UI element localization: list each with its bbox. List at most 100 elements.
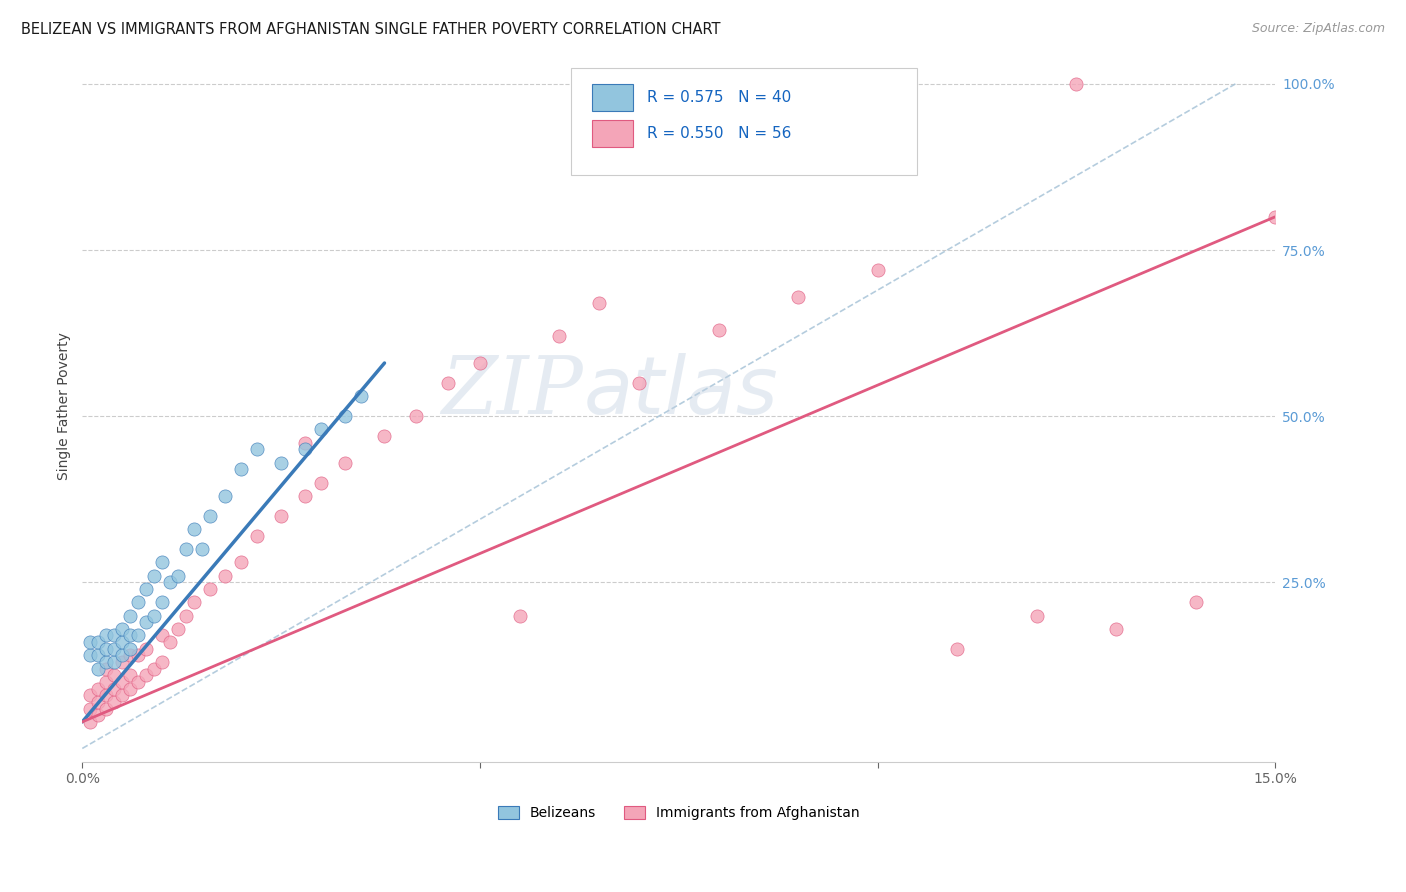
Point — [118, 648, 141, 663]
Point — [174, 608, 197, 623]
Point — [270, 508, 292, 523]
Point — [294, 489, 316, 503]
Point — [142, 662, 165, 676]
Point — [166, 622, 188, 636]
Point — [103, 628, 125, 642]
Point — [135, 668, 157, 682]
Point — [1025, 608, 1047, 623]
Point — [103, 668, 125, 682]
Point — [174, 542, 197, 557]
Point — [87, 635, 110, 649]
Point — [190, 542, 212, 557]
Point — [118, 628, 141, 642]
Point — [111, 675, 134, 690]
Text: atlas: atlas — [583, 353, 778, 431]
Point — [159, 575, 181, 590]
FancyBboxPatch shape — [571, 69, 917, 175]
Text: R = 0.550   N = 56: R = 0.550 N = 56 — [647, 126, 792, 141]
Point — [437, 376, 460, 390]
Point — [468, 356, 491, 370]
Point — [111, 622, 134, 636]
Point — [1105, 622, 1128, 636]
Point — [183, 595, 205, 609]
Point — [294, 435, 316, 450]
Legend: Belizeans, Immigrants from Afghanistan: Belizeans, Immigrants from Afghanistan — [492, 801, 865, 826]
Point — [246, 442, 269, 457]
Point — [111, 635, 134, 649]
Point — [118, 608, 141, 623]
Point — [94, 701, 117, 715]
Point — [246, 529, 269, 543]
Point — [270, 456, 292, 470]
Text: ZIP: ZIP — [441, 353, 583, 431]
Point — [309, 475, 332, 490]
Point — [627, 376, 650, 390]
Point — [103, 641, 125, 656]
Point — [79, 635, 101, 649]
Point — [333, 409, 356, 424]
Point — [548, 329, 571, 343]
Point — [87, 681, 110, 696]
Point — [79, 701, 101, 715]
Point — [150, 555, 173, 569]
Point — [118, 681, 141, 696]
Bar — [592, 120, 634, 146]
Point — [231, 462, 253, 476]
Text: Source: ZipAtlas.com: Source: ZipAtlas.com — [1251, 22, 1385, 36]
Point — [103, 681, 125, 696]
Point — [94, 662, 117, 676]
Point — [150, 628, 173, 642]
Point — [349, 389, 371, 403]
Point — [135, 582, 157, 596]
Point — [509, 608, 531, 623]
Point — [135, 615, 157, 630]
Point — [127, 595, 149, 609]
Point — [150, 655, 173, 669]
Point — [405, 409, 427, 424]
Point — [94, 628, 117, 642]
Point — [118, 668, 141, 682]
Point — [166, 568, 188, 582]
Point — [231, 555, 253, 569]
Point — [214, 489, 236, 503]
Point — [94, 655, 117, 669]
Point — [118, 641, 141, 656]
Point — [1264, 210, 1286, 224]
Point — [111, 688, 134, 702]
Point — [94, 675, 117, 690]
Point — [373, 429, 395, 443]
Point — [1184, 595, 1206, 609]
Point — [87, 648, 110, 663]
Point — [94, 688, 117, 702]
Point — [79, 714, 101, 729]
Point — [135, 641, 157, 656]
Point — [111, 655, 134, 669]
Point — [1066, 77, 1088, 91]
Point — [150, 595, 173, 609]
Point — [183, 522, 205, 536]
Point — [866, 263, 889, 277]
Point — [198, 582, 221, 596]
Point — [787, 289, 810, 303]
Point — [111, 648, 134, 663]
Point — [87, 695, 110, 709]
Point — [294, 442, 316, 457]
Text: R = 0.575   N = 40: R = 0.575 N = 40 — [647, 90, 790, 105]
Point — [588, 296, 610, 310]
Point — [127, 648, 149, 663]
Text: BELIZEAN VS IMMIGRANTS FROM AFGHANISTAN SINGLE FATHER POVERTY CORRELATION CHART: BELIZEAN VS IMMIGRANTS FROM AFGHANISTAN … — [21, 22, 721, 37]
Point — [214, 568, 236, 582]
Point — [94, 641, 117, 656]
Point — [707, 323, 730, 337]
Point — [198, 508, 221, 523]
Point — [87, 708, 110, 723]
Point — [142, 608, 165, 623]
Y-axis label: Single Father Poverty: Single Father Poverty — [58, 333, 72, 480]
Point — [87, 662, 110, 676]
Point — [127, 675, 149, 690]
Point — [588, 77, 610, 91]
Point — [103, 655, 125, 669]
Point — [333, 456, 356, 470]
Point — [946, 641, 969, 656]
Bar — [592, 84, 634, 112]
